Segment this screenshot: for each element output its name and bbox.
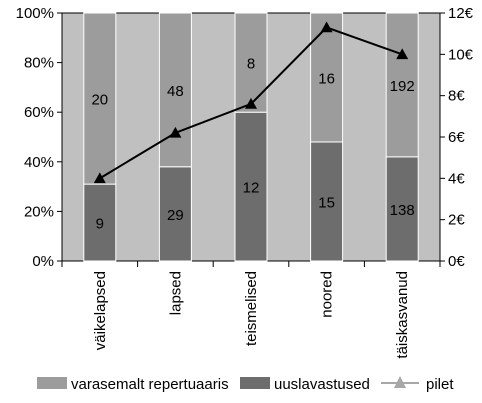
bar-varasemalt-repertuaaris[interactable]	[310, 12, 344, 143]
x-axis-category-label: täiskasvanud	[394, 271, 411, 359]
legend-label-uuslavastused: uuslavastused	[274, 376, 370, 393]
left-axis-tick-label: 80%	[24, 55, 54, 72]
legend-swatch-varasemalt-repertuaaris	[37, 377, 67, 389]
data-label-varasemalt-repertuaaris: 48	[167, 83, 184, 100]
right-axis-tick-label: 2€	[448, 212, 465, 229]
left-axis-tick-label: 100%	[16, 5, 54, 22]
x-axis-category-label: väikelapsed	[92, 271, 109, 350]
point-pilet[interactable]	[169, 126, 182, 138]
data-label-varasemalt-repertuaaris: 8	[247, 56, 255, 73]
bar-uuslavastused[interactable]	[83, 183, 117, 262]
x-axis-category-label: lapsed	[167, 271, 184, 315]
legend-label-pilet: pilet	[426, 376, 454, 393]
right-axis-tick-label: 8€	[448, 88, 465, 105]
data-label-varasemalt-repertuaaris: 192	[390, 78, 415, 95]
right-axis-tick-label: 4€	[448, 170, 465, 187]
left-axis-tick-label: 0%	[32, 253, 54, 270]
bar-uuslavastused[interactable]	[234, 111, 268, 262]
left-axis-tick-label: 40%	[24, 154, 54, 171]
right-axis-tick-label: 0€	[448, 253, 465, 270]
right-axis-tick-label: 10€	[448, 46, 474, 63]
bar-uuslavastused[interactable]	[158, 166, 192, 262]
point-pilet[interactable]	[93, 172, 106, 184]
data-label-varasemalt-repertuaaris: 16	[318, 70, 335, 87]
bar-varasemalt-repertuaaris[interactable]	[385, 12, 419, 158]
left-axis-tick-label: 60%	[24, 104, 54, 121]
legend-swatch-uuslavastused	[240, 377, 270, 389]
bar-varasemalt-repertuaaris[interactable]	[83, 12, 117, 185]
bar-varasemalt-repertuaaris[interactable]	[234, 12, 268, 113]
x-axis-category-label: teismelised	[243, 271, 260, 346]
data-label-uuslavastused: 138	[390, 202, 415, 219]
right-axis-tick-label: 6€	[448, 129, 465, 146]
bar-uuslavastused[interactable]	[385, 156, 419, 262]
right-axis-tick-label: 12€	[448, 5, 474, 22]
bar-uuslavastused[interactable]	[310, 141, 344, 262]
data-label-uuslavastused: 15	[318, 194, 335, 211]
data-label-uuslavastused: 29	[167, 207, 184, 224]
x-axis-category-label: noored	[319, 271, 336, 318]
data-label-uuslavastused: 9	[96, 216, 104, 233]
point-pilet[interactable]	[320, 21, 333, 33]
point-pilet[interactable]	[396, 48, 409, 60]
bar-varasemalt-repertuaaris[interactable]	[158, 12, 192, 168]
data-label-varasemalt-repertuaaris: 20	[91, 92, 108, 109]
left-axis-tick-label: 20%	[24, 203, 54, 220]
point-pilet[interactable]	[245, 97, 257, 109]
data-label-uuslavastused: 12	[243, 180, 260, 197]
legend-label-varasemalt-repertuaaris: varasemalt repertuaaris	[71, 376, 229, 393]
legend-swatch-pilet-marker	[394, 376, 406, 388]
